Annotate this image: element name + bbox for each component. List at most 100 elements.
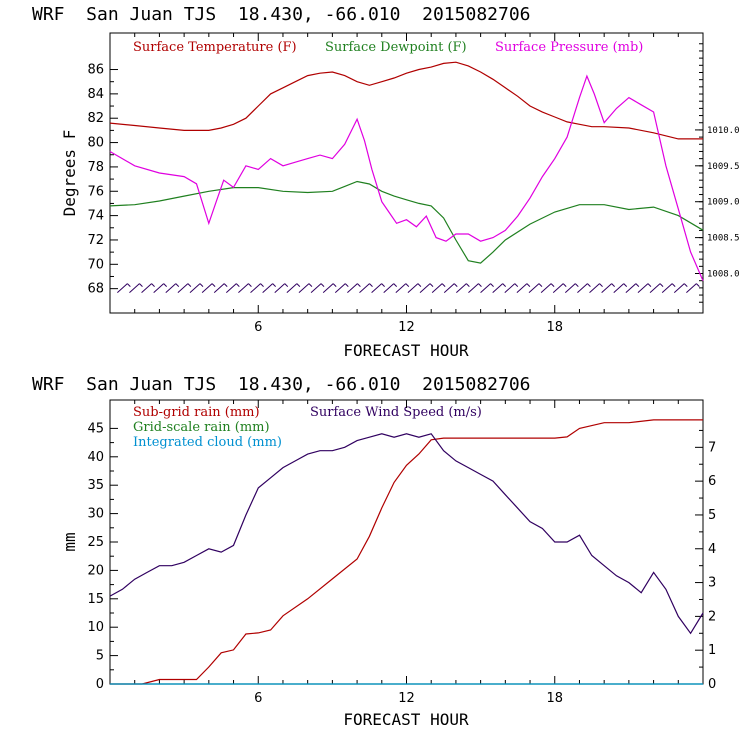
wind-barb xyxy=(686,283,697,294)
temperature-panel: WRF San Juan TJS 18.430, -66.010 2015082… xyxy=(32,4,740,360)
p2-y-tick-label: 0 xyxy=(96,677,104,692)
p2-x-tick-label: 12 xyxy=(398,691,415,706)
wind-barb xyxy=(625,283,637,294)
panel1-x-axis-label: FORECAST HOUR xyxy=(343,341,469,360)
wind-barb-flag xyxy=(490,283,494,288)
wind-barb-flag xyxy=(417,283,422,288)
p2-y-tick-label: 5 xyxy=(96,649,104,664)
p1-y-tick-label: 72 xyxy=(87,233,104,248)
wind-barb xyxy=(492,283,504,294)
wind-barb-flag xyxy=(357,283,361,288)
p2-y-tick-label: 15 xyxy=(87,592,104,607)
wind-barb xyxy=(395,283,407,294)
p1-y2-tick-label: 1008.5 xyxy=(707,234,740,244)
wind-barb-flag xyxy=(320,283,325,288)
panel1-title: WRF San Juan TJS 18.430, -66.010 2015082… xyxy=(32,4,531,25)
p1-y-tick-label: 68 xyxy=(87,282,104,297)
legend-surface-wind-speed: Surface Wind Speed (m/s) xyxy=(310,405,482,420)
series-surface-wind-speed xyxy=(109,433,704,635)
wind-barb xyxy=(431,283,443,294)
p1-y-tick-label: 80 xyxy=(87,136,104,151)
series-surface-dewpoint xyxy=(109,180,704,264)
wind-barb xyxy=(637,283,649,294)
wind-barb xyxy=(165,283,177,294)
wind-barb-flag xyxy=(611,283,615,288)
panel2-series xyxy=(109,419,704,685)
wind-barb-flag xyxy=(308,283,313,288)
p2-x-tick-label: 18 xyxy=(546,691,563,706)
panel1-plot-frame xyxy=(109,32,704,314)
p1-x-tick-label: 18 xyxy=(546,320,563,335)
wind-barb xyxy=(443,283,455,294)
wind-barb-flag xyxy=(223,283,228,288)
wind-barb-flag xyxy=(344,283,349,288)
wind-barb-flag xyxy=(429,283,434,288)
p1-y-tick-label: 86 xyxy=(87,63,104,78)
panel1-ticks: 6 12 18 68 70 72 74 76 78 80 82 84 86 1008.0 1008.5 100… xyxy=(87,33,740,335)
wind-barb xyxy=(262,283,273,294)
p2-y-tick-label: 35 xyxy=(87,478,104,493)
wind-barb-flag xyxy=(248,283,252,288)
p2-y2-tick-label: 3 xyxy=(708,576,716,591)
wind-barb-flag xyxy=(550,283,555,288)
wind-barb-flag xyxy=(635,283,640,288)
p1-y2-tick-label: 1009.5 xyxy=(707,162,740,172)
wind-barb xyxy=(201,283,213,294)
wind-barb xyxy=(141,283,152,294)
wind-barb-flag xyxy=(502,283,507,288)
wind-barb xyxy=(528,283,540,294)
panel2-title: WRF San Juan TJS 18.430, -66.010 2015082… xyxy=(32,374,531,395)
wind-barb-flag xyxy=(211,283,216,288)
wind-barbs xyxy=(117,283,700,294)
p1-y-tick-label: 84 xyxy=(87,87,104,102)
wind-barb xyxy=(334,283,346,294)
wind-barb xyxy=(589,283,600,294)
wind-barb-flag xyxy=(538,283,543,288)
wind-barb-flag xyxy=(381,283,385,288)
wind-barb xyxy=(189,283,201,294)
wind-barb xyxy=(238,283,249,294)
p2-y-tick-label: 45 xyxy=(87,421,104,436)
wind-barb-flag xyxy=(187,283,192,288)
wind-barb xyxy=(649,283,661,294)
panel2-y-axis-label: mm xyxy=(60,532,79,551)
wind-barb-flag xyxy=(139,283,143,288)
wind-barb xyxy=(419,283,431,294)
wind-barb-flag xyxy=(260,283,264,288)
wind-barb-flag xyxy=(369,283,373,288)
wind-barb-flag xyxy=(163,283,168,288)
wind-barb xyxy=(661,283,673,294)
p2-y2-tick-label: 1 xyxy=(708,643,716,658)
wind-barb xyxy=(250,283,261,294)
p1-y-tick-label: 78 xyxy=(87,160,104,175)
series-surface-pressure xyxy=(109,74,704,281)
wind-barb xyxy=(577,283,588,294)
wind-barb xyxy=(371,283,382,294)
wind-barb xyxy=(601,283,612,294)
p2-y-tick-label: 40 xyxy=(87,450,104,465)
legend-subgrid-rain: Sub-grid rain (mm) xyxy=(133,405,260,420)
wind-barb-flag xyxy=(696,283,700,288)
wind-barb-flag xyxy=(623,283,628,288)
p2-y2-tick-label: 7 xyxy=(708,440,716,455)
wind-barb-flag xyxy=(284,283,289,288)
wind-barb-flag xyxy=(526,283,531,288)
wind-barb-flag xyxy=(296,283,301,288)
p1-y2-tick-label: 1008.0 xyxy=(707,270,740,280)
series-surface-temperature xyxy=(109,61,703,140)
p1-y-tick-label: 82 xyxy=(87,111,104,126)
p1-y2-tick-label: 1010.0 xyxy=(707,126,740,136)
wind-barb-flag xyxy=(659,283,664,288)
wind-barb xyxy=(322,283,334,294)
wind-barb-flag xyxy=(453,283,458,288)
wind-barb-flag xyxy=(151,283,155,288)
p2-x-tick-label: 6 xyxy=(254,691,262,706)
p2-y-tick-label: 25 xyxy=(87,535,104,550)
wind-barb xyxy=(298,283,310,294)
wind-barb xyxy=(129,283,140,294)
wind-barb xyxy=(516,283,528,294)
panel1-series xyxy=(109,61,704,281)
wind-barb xyxy=(407,283,419,294)
